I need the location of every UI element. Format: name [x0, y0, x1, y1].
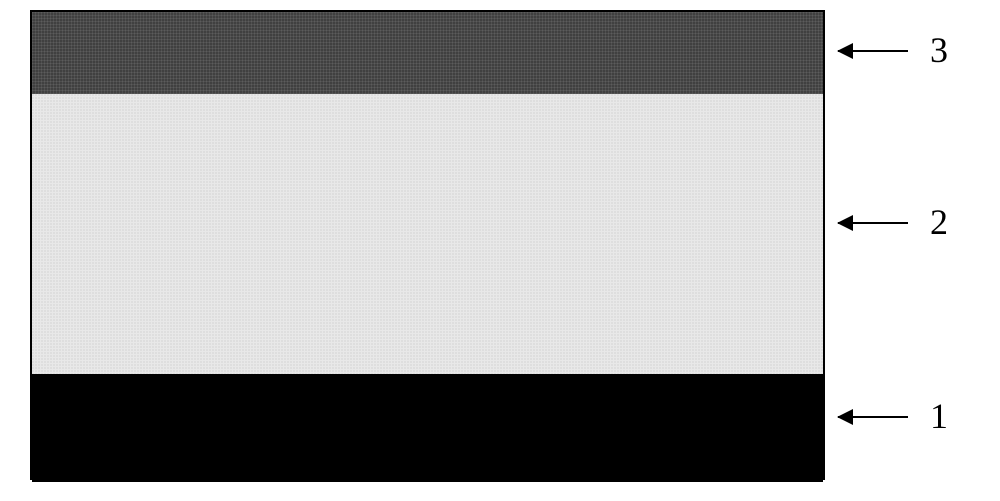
- label-3: 3: [930, 32, 948, 68]
- layer-3: [32, 12, 823, 94]
- arrow-to-layer-1: [838, 416, 908, 418]
- layer-1: [32, 374, 823, 482]
- diagram-canvas: 3 2 1: [0, 0, 1000, 501]
- arrow-to-layer-2: [838, 222, 908, 224]
- label-1: 1: [930, 398, 948, 434]
- layer-2: [32, 94, 823, 374]
- label-2: 2: [930, 204, 948, 240]
- arrow-to-layer-3: [838, 50, 908, 52]
- layer-stack: [30, 10, 825, 480]
